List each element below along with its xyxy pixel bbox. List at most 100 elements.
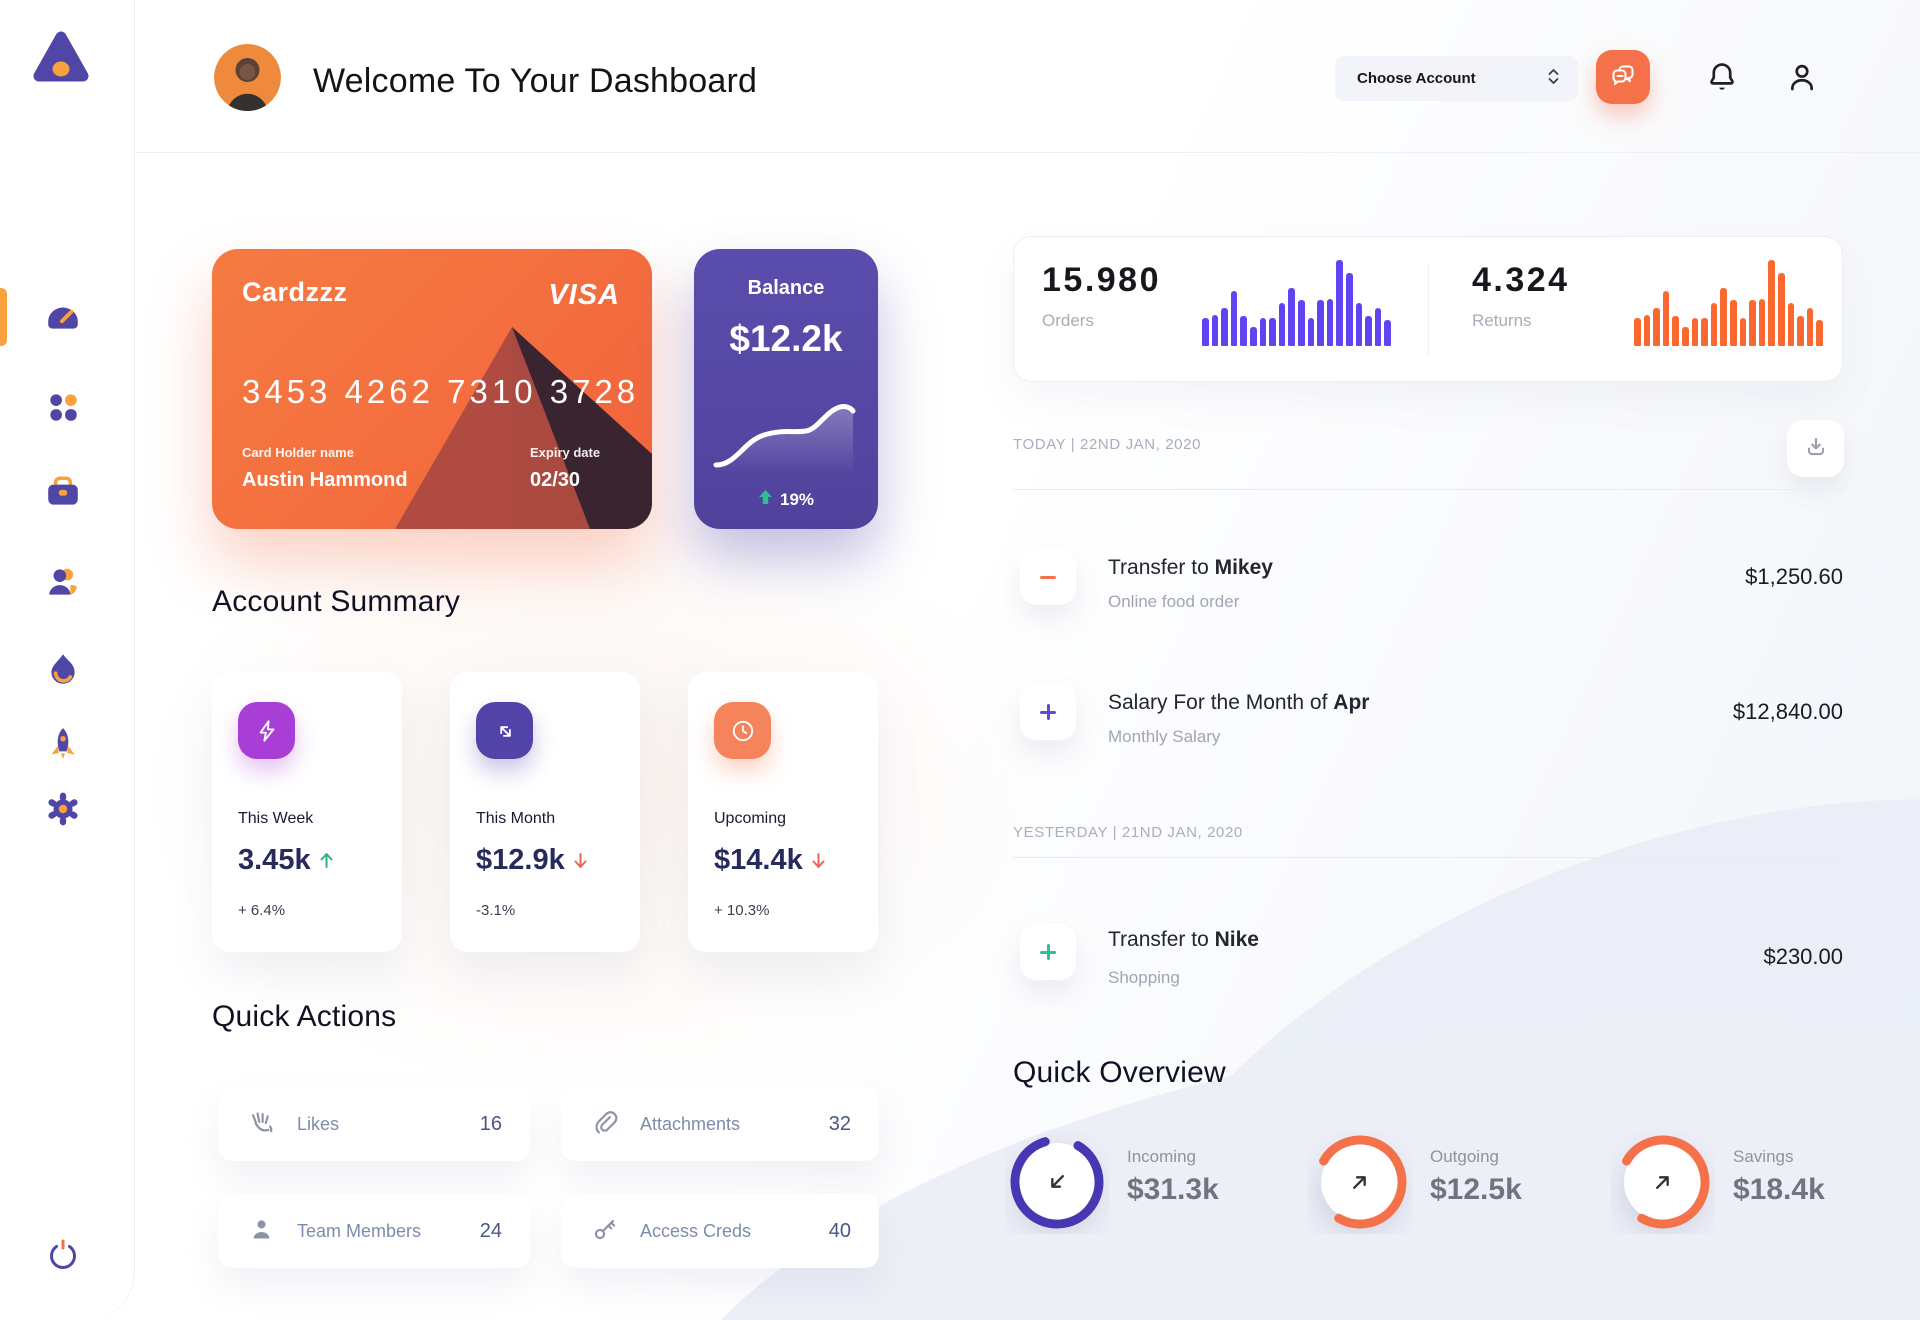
sidebar-item-settings[interactable]	[44, 790, 82, 828]
card-expiry-label: Expiry date	[530, 445, 601, 460]
transaction-subtitle: Monthly Salary	[1108, 727, 1221, 746]
notifications-button[interactable]	[1699, 55, 1745, 101]
overview-label: Savings	[1733, 1147, 1794, 1166]
logout-button[interactable]	[45, 1237, 81, 1273]
sidebar-item-users[interactable]	[44, 563, 82, 601]
card-expiry: 02/30	[530, 469, 581, 491]
transaction-sign-tile	[1020, 924, 1076, 980]
returns-sparkline	[1634, 259, 1826, 346]
quick-actions-title: Quick Actions	[212, 1000, 397, 1033]
transaction-amount: $1,250.60	[1745, 564, 1843, 589]
card-holder-label: Card Holder name	[242, 445, 354, 460]
header-divider	[136, 152, 1920, 153]
messages-button[interactable]	[1596, 50, 1650, 104]
quick-action-attachments[interactable]: Attachments 32	[561, 1087, 879, 1161]
summary-value: $12.9k	[476, 844, 588, 877]
quick-action-label: Team Members	[297, 1220, 422, 1241]
divider	[1013, 857, 1843, 858]
card-name: Cardzzz	[242, 277, 348, 307]
gear-icon	[44, 792, 82, 831]
outgoing-ring	[1308, 1130, 1412, 1234]
transaction-sign-tile	[1020, 549, 1076, 605]
transaction-title: Salary For the Month of Apr	[1108, 691, 1370, 714]
date-header-yesterday: YESTERDAY | 21ND JAN, 2020	[1013, 824, 1243, 841]
app-logo[interactable]	[27, 24, 95, 92]
download-icon	[1803, 434, 1829, 463]
incoming-ring	[1005, 1130, 1109, 1234]
balance-card[interactable]: Balance $12.2k 19%	[694, 249, 878, 529]
clap-icon	[248, 1109, 275, 1139]
arrow-up-right-icon	[1649, 1168, 1677, 1201]
transaction-amount: $230.00	[1763, 944, 1843, 969]
transaction-title: Transfer to Mikey	[1108, 556, 1273, 579]
quick-action-access-creds[interactable]: Access Creds 40	[561, 1194, 879, 1268]
person-icon	[1785, 60, 1819, 97]
briefcase-icon	[44, 476, 82, 514]
transaction-subtitle: Shopping	[1108, 968, 1180, 987]
date-header-today: TODAY | 22ND JAN, 2020	[1013, 436, 1202, 453]
sidebar-item-trending[interactable]	[44, 650, 82, 688]
trend-arrows-icon	[476, 702, 533, 759]
summary-card-upcoming[interactable]: Upcoming $14.4k + 10.3%	[688, 672, 878, 952]
quick-action-value: 40	[828, 1219, 851, 1242]
key-icon	[591, 1216, 618, 1246]
summary-delta: + 6.4%	[238, 902, 286, 919]
trend-up-icon	[319, 844, 334, 877]
rocket-icon	[44, 728, 82, 766]
summary-value: 3.45k	[238, 844, 334, 877]
stats-divider	[1428, 263, 1429, 357]
quick-action-value: 24	[479, 1219, 502, 1242]
plus-icon	[1039, 943, 1057, 961]
user-avatar[interactable]	[214, 44, 281, 111]
sidebar-item-apps[interactable]	[44, 388, 82, 426]
summary-delta: -3.1%	[476, 902, 516, 919]
account-summary-title: Account Summary	[212, 585, 461, 618]
quick-action-value: 32	[828, 1112, 851, 1135]
divider	[1013, 489, 1843, 490]
credit-card[interactable]: Cardzzz VISA 3453 4262 7310 3728 Card Ho…	[212, 249, 652, 529]
arrow-up-icon	[758, 489, 773, 510]
chat-icon	[1609, 62, 1637, 93]
quick-action-likes[interactable]: Likes 16	[218, 1087, 530, 1161]
quick-action-label: Attachments	[640, 1113, 741, 1134]
quick-action-label: Access Creds	[640, 1220, 752, 1241]
chevron-up-down-icon	[1547, 67, 1560, 90]
quick-action-value: 16	[479, 1112, 502, 1135]
card-number: 3453 4262 7310 3728	[242, 373, 640, 410]
sidebar-item-work[interactable]	[44, 473, 82, 511]
quick-overview-title: Quick Overview	[1013, 1056, 1226, 1089]
card-triangle-decoration	[395, 327, 652, 529]
sidebar-item-dashboard[interactable]	[44, 297, 82, 335]
balance-change-value: 19%	[779, 489, 815, 509]
sidebar-item-launch[interactable]	[44, 725, 82, 763]
arrow-up-right-icon	[1346, 1168, 1374, 1201]
apps-grid-icon	[44, 394, 82, 429]
balance-label: Balance	[747, 277, 825, 299]
bell-icon	[1705, 60, 1739, 97]
power-icon	[45, 1239, 81, 1276]
balance-value: $12.2k	[729, 318, 843, 359]
transaction-amount: $12,840.00	[1732, 699, 1843, 724]
summary-label: This Week	[238, 810, 314, 827]
orders-sparkline	[1202, 259, 1394, 346]
sidebar	[0, 0, 135, 1320]
overview-value: $12.5k	[1430, 1173, 1522, 1206]
lightning-icon	[238, 702, 295, 759]
trend-down-icon	[811, 844, 826, 877]
orders-label: Orders	[1042, 311, 1094, 330]
quick-action-team-members[interactable]: Team Members 24	[218, 1194, 530, 1268]
returns-label: Returns	[1472, 311, 1532, 330]
returns-value: 4.324	[1472, 261, 1570, 299]
download-button[interactable]	[1787, 420, 1844, 477]
summary-card-this-month[interactable]: This Month $12.9k -3.1%	[450, 672, 640, 952]
choose-account-select[interactable]: Choose Account	[1335, 56, 1578, 101]
overview-value: $18.4k	[1733, 1173, 1825, 1206]
overview-label: Incoming	[1127, 1147, 1196, 1166]
summary-card-this-week[interactable]: This Week 3.45k + 6.4%	[212, 672, 402, 952]
profile-button[interactable]	[1779, 55, 1825, 101]
savings-ring	[1611, 1130, 1715, 1234]
arrow-down-left-icon	[1043, 1168, 1071, 1201]
overview-label: Outgoing	[1430, 1147, 1499, 1166]
quick-action-label: Likes	[297, 1113, 340, 1134]
